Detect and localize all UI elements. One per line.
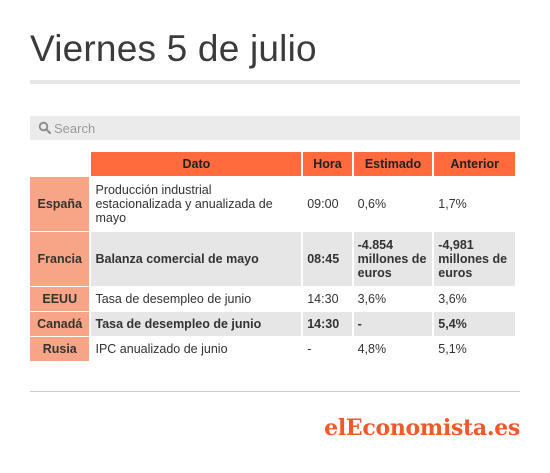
anterior-cell: 1,7% [438, 197, 467, 211]
hora-cell: 08:45 [303, 232, 352, 286]
search-bar[interactable] [30, 116, 520, 140]
header-dato[interactable]: Dato [91, 152, 302, 176]
dato-cell: Tasa de desempleo de junio [95, 292, 252, 306]
anterior-cell: 5,4% [434, 312, 515, 336]
title-divider [30, 80, 520, 84]
header-hora[interactable]: Hora [303, 152, 352, 176]
estimado-cell: -4.854 millones de euros [353, 232, 433, 286]
dato-cell: Balanza comercial de mayo [91, 232, 302, 286]
estimado-cell: 4,8% [357, 342, 387, 356]
header-anterior[interactable]: Anterior [434, 152, 515, 176]
dato-cell: Tasa de desempleo de junio [91, 312, 302, 336]
hora-cell: 14:30 [303, 312, 352, 336]
country-cell: España [30, 177, 90, 231]
footer-divider [30, 391, 520, 392]
estimado-cell: 3,6% [357, 292, 387, 306]
header-blank [30, 152, 89, 176]
header-estimado[interactable]: Estimado [353, 152, 433, 176]
page-title: Viernes 5 de julio [30, 28, 317, 69]
anterior-cell: 3,6% [438, 292, 467, 306]
table-row: España Producción industrial estacionali… [30, 177, 515, 231]
estimado-cell: - [353, 312, 433, 336]
data-table: Dato Hora Estimado Anterior España Produ… [28, 151, 517, 362]
anterior-cell: -4,981 millones de euros [434, 232, 515, 286]
search-input[interactable] [54, 116, 514, 140]
estimado-cell: 0,6% [357, 197, 387, 211]
dato-cell: IPC anualizado de junio [95, 342, 228, 356]
table-row: EEUU Tasa de desempleo de junio 14:30 3,… [30, 287, 515, 311]
table-row: Rusia IPC anualizado de junio - 4,8% 5,1… [30, 337, 515, 361]
country-cell: Francia [30, 232, 90, 286]
country-cell: Rusia [30, 337, 90, 361]
hora-cell: 09:00 [307, 197, 339, 211]
table-row: Canadá Tasa de desempleo de junio 14:30 … [30, 312, 515, 336]
search-icon [38, 121, 51, 134]
hora-cell: - [307, 342, 312, 356]
country-cell: Canadá [30, 312, 90, 336]
brand-logo[interactable]: elEconomista.es [324, 415, 520, 441]
table-row: Francia Balanza comercial de mayo 08:45 … [30, 232, 515, 286]
anterior-cell: 5,1% [438, 342, 467, 356]
table-header-row: Dato Hora Estimado Anterior [30, 152, 515, 176]
country-cell: EEUU [30, 287, 90, 311]
dato-cell: Producción industrial estacionalizada y … [95, 183, 273, 225]
hora-cell: 14:30 [307, 292, 339, 306]
